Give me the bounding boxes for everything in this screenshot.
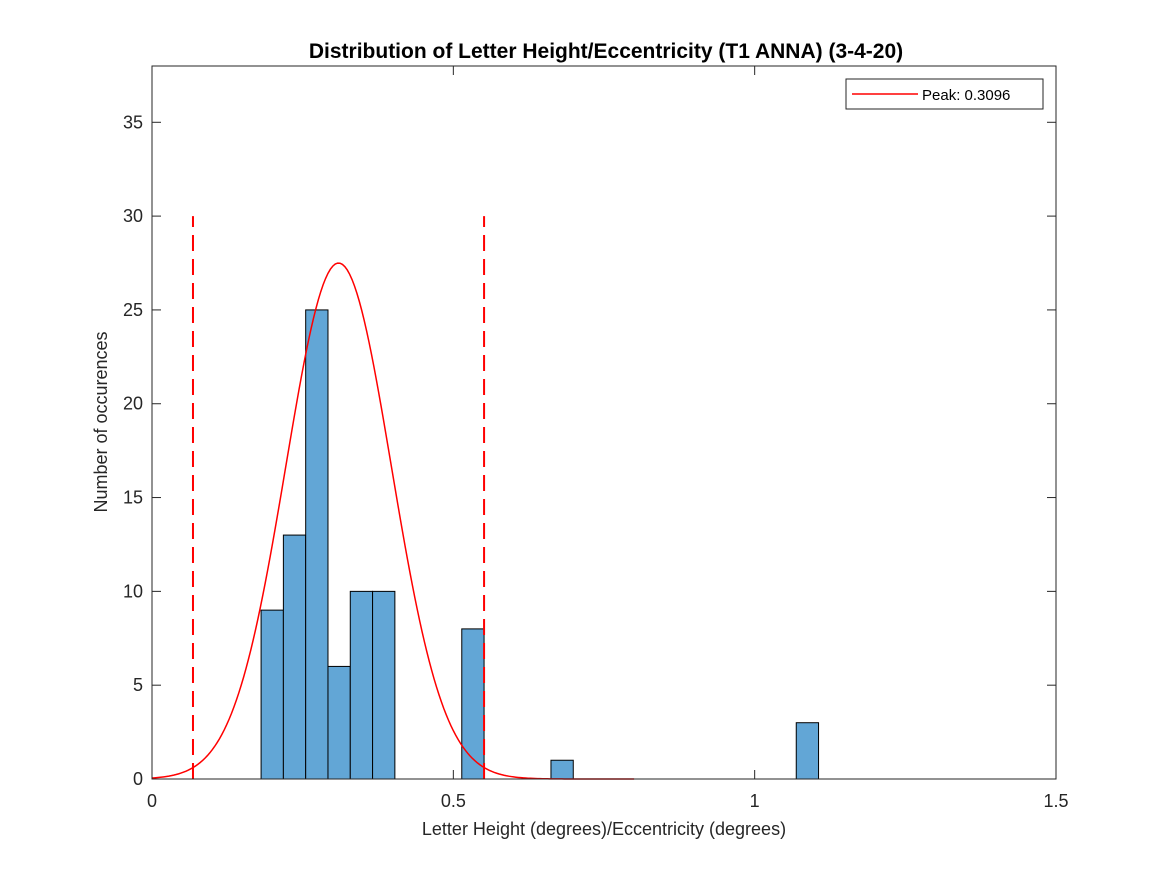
x-axis-label: Letter Height (degrees)/Eccentricity (de… [422, 819, 786, 839]
y-tick-label-0: 0 [133, 769, 143, 789]
histogram-bar-7 [550, 759, 574, 780]
y-axis-label: Number of occurences [91, 331, 111, 512]
histogram-bar-0 [260, 609, 284, 780]
y-axis-ticks: 0 5 10 15 20 25 30 35 [123, 112, 1056, 789]
histogram-bar-6 [461, 628, 485, 780]
histogram-bar-1 [282, 534, 307, 780]
y-tick-label-5: 25 [123, 300, 143, 320]
x-tick-label-0: 0 [147, 791, 157, 811]
legend: Peak: 0.3096 [845, 78, 1044, 110]
histogram-bar-5 [372, 590, 396, 780]
histogram-bar-8 [795, 722, 820, 780]
histogram-bar-2 [305, 309, 329, 780]
y-tick-label-3: 15 [123, 488, 143, 508]
threshold-lines [191, 216, 486, 779]
x-tick-label-2: 1 [750, 791, 760, 811]
legend-label-peak: Peak: 0.3096 [922, 87, 1010, 104]
y-tick-label-6: 30 [123, 206, 143, 226]
x-tick-label-3: 1.5 [1043, 791, 1068, 811]
x-tick-label-1: 0.5 [441, 791, 466, 811]
y-tick-label-2: 10 [123, 581, 143, 601]
y-tick-label-7: 35 [123, 112, 143, 132]
chart-title: Distribution of Letter Height/Eccentrici… [309, 40, 903, 63]
x-axis-ticks: 0 0.5 1 1.5 [147, 66, 1069, 811]
histogram-bar-4 [349, 590, 374, 780]
histogram-bar-3 [327, 665, 351, 780]
plot-area-frame [151, 65, 1057, 780]
histogram-bars [260, 309, 820, 780]
y-tick-label-1: 5 [133, 675, 143, 695]
y-tick-label-4: 20 [123, 394, 143, 414]
